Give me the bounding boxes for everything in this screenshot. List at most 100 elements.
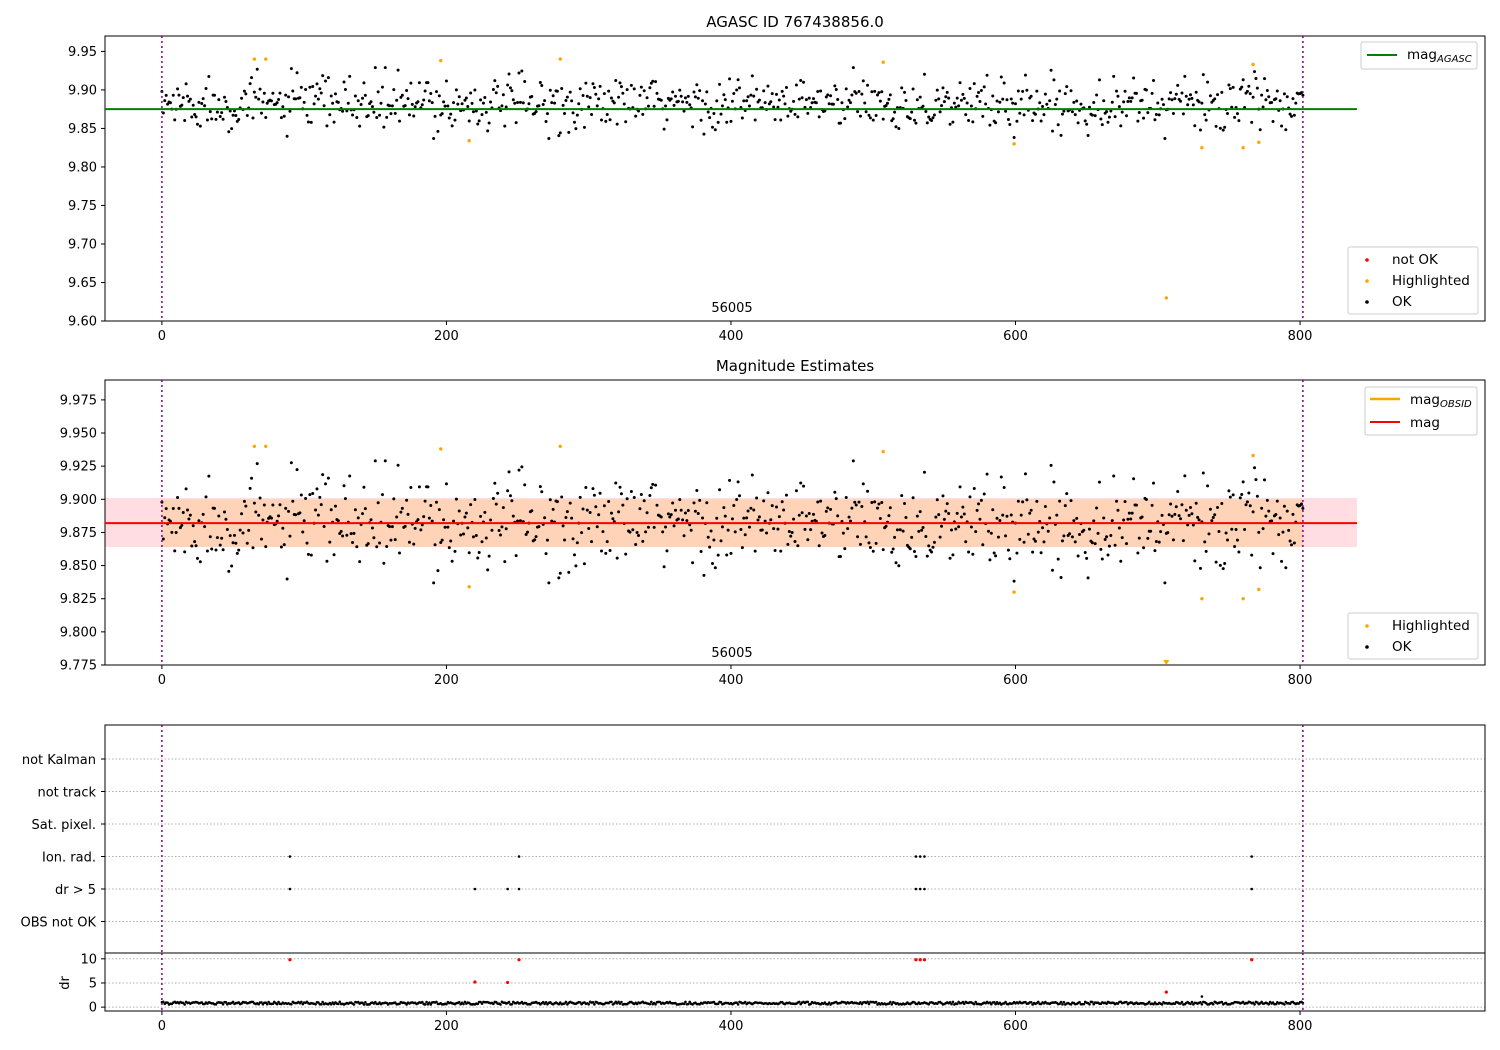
ok-point — [772, 527, 776, 531]
ok-point — [1261, 527, 1265, 531]
ok-point — [168, 519, 172, 523]
ok-point — [968, 87, 972, 91]
ok-point — [1026, 532, 1030, 536]
ok-point — [1113, 115, 1117, 119]
x-tick-label: 200 — [434, 673, 459, 688]
ok-point — [341, 109, 345, 113]
ok-point — [1201, 471, 1205, 475]
ok-point — [467, 551, 471, 555]
ok-point — [417, 485, 421, 489]
ok-point — [591, 487, 595, 491]
ok-point — [161, 537, 165, 541]
ok-point — [1253, 466, 1257, 470]
ok-point — [782, 94, 786, 98]
ok-point — [501, 506, 505, 510]
ok-point — [629, 83, 633, 87]
ok-point — [436, 569, 440, 573]
ok-point — [847, 98, 851, 102]
ok-point — [544, 119, 548, 123]
magnitude-estimates-panel: Magnitude Estimates 0 200 400 600 8009.7759.… — [60, 357, 1486, 688]
dr-point — [866, 1000, 869, 1004]
ok-point — [449, 539, 453, 543]
ok-point — [661, 530, 665, 534]
ok-point — [575, 541, 579, 545]
ok-point — [1041, 104, 1045, 108]
ok-point — [217, 514, 221, 518]
dr-point — [429, 1003, 433, 1006]
ok-point — [692, 501, 696, 505]
y-tick-label: 9.825 — [60, 592, 97, 607]
ok-point — [265, 101, 269, 105]
ok-point — [722, 506, 726, 510]
ok-point — [1001, 97, 1005, 101]
ok-point — [434, 500, 438, 504]
dr-point — [317, 1001, 320, 1004]
ok-point — [1254, 76, 1258, 80]
ok-point — [908, 117, 912, 121]
ok-point — [910, 110, 914, 114]
ok-point — [348, 474, 352, 478]
highlighted-point — [1012, 590, 1016, 594]
ok-point — [1200, 101, 1204, 105]
ok-point — [1023, 73, 1027, 77]
ok-point — [244, 504, 248, 508]
ok-point — [227, 569, 231, 573]
ok-point — [833, 490, 837, 494]
ok-point — [904, 98, 908, 102]
ok-point — [376, 90, 380, 94]
ok-point — [230, 564, 234, 568]
ok-point — [625, 88, 629, 92]
ok-point — [723, 514, 727, 518]
ok-point — [699, 550, 703, 554]
ok-point — [732, 91, 736, 95]
flag-point — [914, 887, 918, 891]
ok-point — [380, 493, 384, 497]
flag-point — [918, 887, 922, 891]
ok-point — [893, 535, 897, 539]
ok-point — [693, 509, 697, 513]
ok-point — [1039, 551, 1043, 555]
ok-point — [258, 87, 262, 91]
ok-point — [733, 530, 737, 534]
ok-point — [264, 545, 268, 549]
ok-point — [1036, 530, 1040, 534]
ok-point — [247, 528, 251, 532]
ok-point — [807, 511, 811, 515]
ok-point — [1152, 79, 1156, 83]
dr-point — [1211, 1002, 1215, 1006]
ok-point — [631, 528, 635, 532]
x-tick-label: 600 — [1003, 1019, 1028, 1034]
ok-point — [526, 530, 530, 534]
ok-point — [931, 116, 935, 120]
ok-point — [1284, 128, 1288, 132]
ok-point — [240, 96, 244, 100]
ok-point — [1213, 97, 1217, 101]
ok-point — [827, 102, 831, 106]
ok-point — [325, 559, 329, 563]
ok-point — [208, 535, 212, 539]
ok-point — [555, 500, 559, 504]
ok-point — [298, 96, 302, 100]
ok-point — [618, 485, 622, 489]
ok-point — [548, 498, 552, 502]
ok-point — [299, 493, 303, 497]
ok-point — [311, 491, 315, 495]
ok-point — [870, 501, 874, 505]
ok-point — [393, 111, 397, 115]
ok-point — [592, 86, 596, 90]
ok-point — [1261, 105, 1265, 109]
ok-point — [1299, 502, 1303, 506]
ok-point — [922, 72, 926, 76]
ok-point — [470, 101, 474, 105]
ok-point — [1095, 93, 1099, 97]
highlighted-point — [1251, 62, 1255, 67]
dr-point — [224, 1001, 228, 1004]
ok-point — [1179, 517, 1183, 521]
ok-point — [1137, 110, 1141, 114]
ok-point — [183, 550, 187, 554]
flag-point — [506, 887, 509, 891]
ok-point — [557, 576, 561, 580]
ok-point — [351, 113, 355, 117]
ok-point — [570, 516, 574, 520]
